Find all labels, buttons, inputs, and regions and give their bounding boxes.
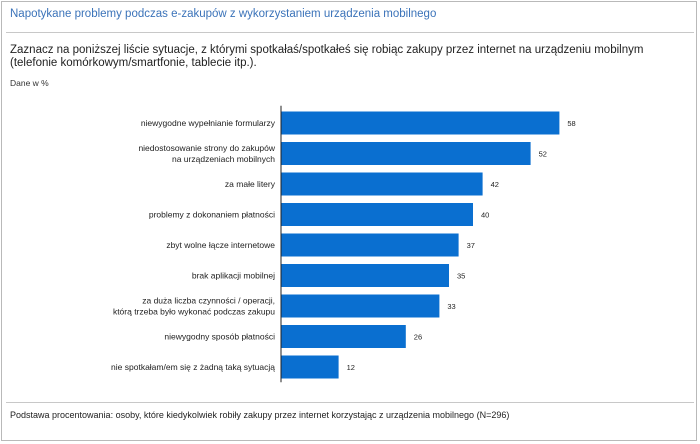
footnote: Podstawa procentowania: osoby, które kie… <box>10 410 510 420</box>
bar <box>281 111 560 135</box>
category-label: brak aplikacji mobilnej <box>192 271 275 281</box>
bar <box>281 355 339 379</box>
category-label: za duża liczba czynności / operacji, <box>142 296 275 306</box>
value-label: 33 <box>447 302 455 311</box>
value-label: 42 <box>491 180 499 189</box>
top-divider <box>6 32 694 33</box>
value-label: 12 <box>347 363 355 372</box>
category-label: nie spotkałam/em się z żadną taką sytuac… <box>111 362 275 372</box>
value-label: 52 <box>539 150 547 159</box>
bar <box>281 233 459 257</box>
value-label: 37 <box>467 241 475 250</box>
survey-question: Zaznacz na poniższej liście sytuacje, z … <box>10 44 644 69</box>
page-title: Napotykane problemy podczas e-zakupów z … <box>10 8 437 20</box>
value-label: 40 <box>481 211 489 220</box>
bar <box>281 203 473 226</box>
category-label: niewygodny sposób płatności <box>164 332 275 342</box>
value-label: 26 <box>414 333 422 342</box>
value-label: 58 <box>567 119 575 128</box>
category-label: którą trzeba było wykonać podczas zakupu <box>113 307 275 317</box>
category-label: problemy z dokonaniem płatności <box>149 210 275 220</box>
bar <box>281 294 440 318</box>
value-label: 35 <box>457 272 465 281</box>
category-label: niewygodne wypełnianie formularzy <box>141 118 276 128</box>
category-label: za małe litery <box>225 179 276 189</box>
bottom-divider <box>6 402 694 403</box>
category-label: niedostosowanie strony do zakupów <box>138 143 275 153</box>
category-label: zbyt wolne łącze internetowe <box>166 240 275 250</box>
category-label: na urządzeniach mobilnych <box>172 154 275 164</box>
bar <box>281 264 449 287</box>
bar <box>281 142 531 165</box>
bar <box>281 325 406 348</box>
unit-label: Dane w % <box>10 78 49 88</box>
bar <box>281 172 483 196</box>
